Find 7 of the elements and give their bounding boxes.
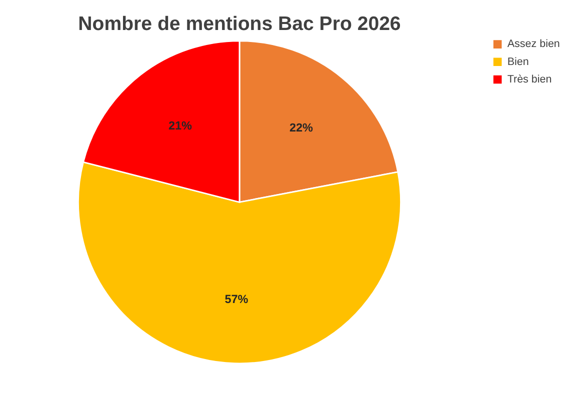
chart-title: Nombre de mentions Bac Pro 2026 — [78, 13, 401, 36]
data-label: 57% — [224, 292, 249, 306]
data-label: 22% — [289, 122, 314, 135]
data-label: 21% — [168, 120, 192, 133]
legend-label: Bien — [507, 56, 529, 68]
legend-label: Très bien — [507, 73, 552, 86]
legend-label: Assez bien — [507, 38, 560, 50]
